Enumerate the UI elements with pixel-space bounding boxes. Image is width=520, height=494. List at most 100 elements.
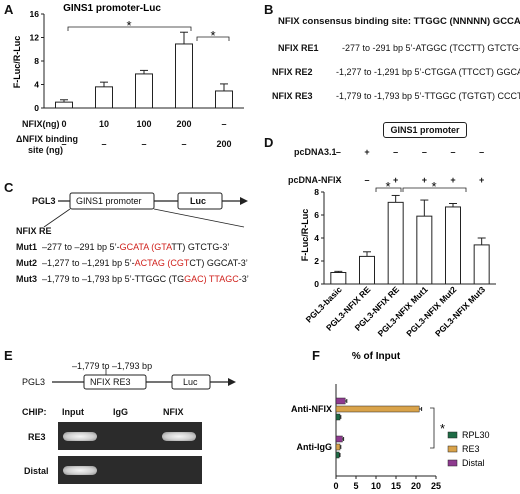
legend-label-distal: Distal	[462, 458, 485, 468]
panel-a-row2-value: –	[181, 139, 187, 149]
panel-f-bar	[335, 413, 341, 421]
panel-a-row2-value: –	[61, 139, 67, 149]
panel-a-bar	[175, 43, 193, 109]
panel-d-row1-value: +	[364, 147, 370, 157]
panel-d-ytick-label: 2	[314, 256, 319, 266]
panel-e-col-nfix: NFIX	[163, 407, 184, 417]
panel-c-re-label: NFIX RE	[16, 226, 52, 236]
gel-distal-input-band	[63, 466, 97, 475]
panel-a-ytick-label: 8	[34, 56, 39, 66]
panel-f-group-nfix: Anti-NFIX	[291, 404, 332, 414]
panel-c-mut2-tail: CT) GGCAT-3’	[189, 258, 248, 268]
panel-e-col-igg: IgG	[113, 407, 128, 417]
panel-d-sig-2: *	[431, 180, 436, 194]
panel-a-title: GINS1 promoter-Luc	[63, 3, 161, 14]
panel-a-row1-value: 200	[176, 119, 192, 129]
panel-d-row2-value: +	[393, 175, 399, 185]
panel-b-re2-seq: -1,277 to -1,291 bp 5’-CTGGA (TTCCT) GGC…	[336, 67, 520, 77]
panel-f-sig	[430, 407, 435, 449]
panel-f-xtick-label: 15	[391, 481, 401, 491]
panel-d-row1-value: –	[335, 147, 341, 157]
panel-d-row1-value: –	[421, 147, 427, 157]
panel-a-row1-label: NFIX(ng)	[22, 119, 60, 129]
panel-c-mut2-red: ACTAG (CGT	[134, 258, 190, 268]
panel-f-xtick-label: 5	[353, 481, 358, 491]
panel-f-bar	[335, 405, 420, 413]
panel-a-row2-label-1: ΔNFIX binding	[16, 134, 78, 144]
panel-c-mut1-name: Mut1	[16, 242, 37, 252]
panel-d-row1-value: –	[450, 147, 456, 157]
gel-distal	[58, 456, 202, 484]
panel-c-mut1-seq: –277 to –291 bp 5’-GCATA (GTATT) GTCTG-3…	[42, 242, 229, 252]
legend-label-re3: RE3	[462, 444, 480, 454]
panel-a-sig	[67, 26, 230, 41]
panel-f-xtick-label: 10	[371, 481, 381, 491]
panel-a-row2-value: –	[141, 139, 147, 149]
panel-e-pgl3: PGL3	[22, 377, 46, 387]
panel-c-mut2-pos: –1,277 to –1,291 bp 5’-	[42, 258, 135, 268]
panel-c-mut3-seq: –1,779 to –1,793 bp 5’-TTGGC (TGGAC) TTA…	[42, 274, 249, 284]
panel-c-pgl3: PGL3	[32, 196, 56, 206]
panel-e-row-distal: Distal	[24, 466, 49, 476]
panel-a-ylabel: F-Luc/R-Luc	[12, 36, 22, 89]
panel-d-row1-label: pcDNA3.1	[294, 147, 337, 157]
panel-a-sig-2: *	[210, 28, 215, 43]
panel-d-row2-label: pcDNA-NFIX	[288, 175, 342, 185]
panel-c-luc: Luc	[190, 196, 207, 206]
panel-a-ytick-label: 16	[30, 9, 40, 19]
panel-label-d: D	[264, 135, 274, 150]
panel-label-c: C	[4, 180, 14, 195]
panel-e-re3: NFIX RE3	[90, 377, 131, 387]
panel-c-construct	[43, 192, 248, 228]
panel-a-row2-label-2: site (ng)	[28, 145, 63, 155]
panel-c-mut2-seq: –1,277 to –1,291 bp 5’-ACTAG (CGTCT) GGC…	[42, 258, 248, 268]
panel-f-bar	[335, 451, 340, 459]
panel-c-mut3-tail: -3’	[238, 274, 249, 284]
panel-f-chart: % of Input Anti-NFIX Anti-IgG 0 5 10 15 20 25…	[291, 351, 490, 491]
panel-label-e: E	[4, 348, 13, 363]
panel-d-bar	[359, 255, 375, 285]
panel-d-row1-value: –	[393, 147, 399, 157]
panel-e-row-re3: RE3	[28, 432, 46, 442]
panel-b-re1-seq: -277 to -291 bp 5’-ATGGC (TCCTT) GTCTG-3…	[342, 43, 520, 53]
panel-d-ylabel: F-Luc/R-Luc	[300, 209, 310, 262]
panel-a-chart: GINS1 promoter-Luc F-Luc/R-Luc 0 4 8 12 16 *…	[12, 3, 244, 113]
panel-d-bar	[416, 215, 433, 285]
panel-d-category-label: PGL3-NFIX Mut3	[433, 284, 487, 338]
panel-c-promoter: GINS1 promoter	[76, 196, 142, 206]
panel-f-xtick-label: 0	[333, 481, 338, 491]
panel-b-re1-name: NFIX RE1	[278, 43, 319, 53]
panel-e-construct	[52, 368, 236, 390]
legend-swatch-re3	[447, 445, 458, 453]
panel-e-luc: Luc	[183, 377, 198, 387]
panel-d-category-label: PGL3-NFIX Mut1	[376, 284, 430, 338]
panel-b-re3-seq: -1,779 to -1,793 bp 5’-TTGGC (TGTGT) CCC…	[336, 91, 520, 101]
panel-b-consensus: NFIX consensus binding site: TTGGC (NNNN…	[278, 16, 520, 27]
panel-a-bar	[95, 86, 113, 109]
panel-a-ytick-label: 0	[34, 103, 39, 113]
panel-d-bar	[473, 244, 490, 285]
panel-c-mut1-tail: TT) GTCTG-3’	[171, 242, 230, 252]
gel-re3	[58, 422, 202, 450]
panel-a-row1-value: –	[221, 119, 227, 129]
panel-f-title: % of Input	[352, 351, 401, 362]
panel-d-row2-value: +	[421, 175, 427, 185]
panel-a-row1-value: 100	[136, 119, 152, 129]
panel-e-col-input: Input	[62, 407, 84, 417]
panel-b-re2-name: NFIX RE2	[272, 67, 313, 77]
panel-a-row1-value: 10	[98, 119, 109, 129]
panel-a-row1-value: 0	[61, 119, 67, 129]
panel-label-b: B	[264, 2, 274, 17]
legend-swatch-distal	[447, 459, 458, 467]
panel-d-sig-1: *	[385, 180, 390, 194]
panel-c-mut1-red: GCATA (GTA	[119, 242, 172, 252]
panel-d-sig	[375, 187, 467, 192]
panel-a-row2-value: –	[101, 139, 107, 149]
legend-swatch-rpl30	[447, 431, 458, 439]
panel-d-row2-value: –	[364, 175, 370, 185]
panel-a-sig-1: *	[126, 18, 131, 33]
panel-c-mut1-pos: –277 to –291 bp 5’-	[42, 242, 120, 252]
gel-re3-nfix-band	[162, 432, 196, 441]
panel-d-row1-value: –	[479, 147, 485, 157]
